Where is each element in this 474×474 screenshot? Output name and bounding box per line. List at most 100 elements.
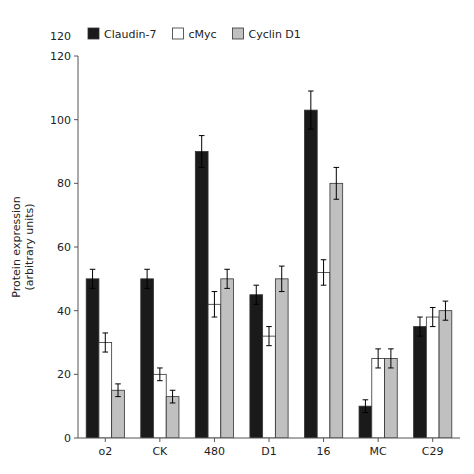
- error-cap: [334, 199, 340, 200]
- bar: [304, 110, 317, 438]
- y-axis-label: Protein expression(arbitrary units): [10, 196, 36, 297]
- error-cap: [253, 304, 259, 305]
- bar: [414, 327, 427, 438]
- error-bar: [417, 317, 423, 336]
- error-cap: [224, 269, 230, 270]
- error-cap: [170, 390, 176, 391]
- x-tick-label: MC: [370, 445, 387, 458]
- legend-label: Cyclin D1: [249, 28, 301, 41]
- bar: [250, 295, 263, 438]
- bar: [86, 279, 99, 438]
- error-bar: [375, 349, 381, 368]
- error-cap: [430, 326, 436, 327]
- error-cap: [443, 301, 449, 302]
- error-cap: [253, 285, 259, 286]
- error-cap: [144, 269, 150, 270]
- legend-swatch: [88, 28, 99, 39]
- error-line: [118, 384, 119, 397]
- bars: [86, 91, 452, 438]
- x-tick: [378, 438, 379, 442]
- series: [112, 167, 452, 438]
- error-line: [227, 269, 228, 288]
- series: [86, 91, 426, 438]
- error-bar: [253, 285, 259, 304]
- bar: [439, 311, 452, 438]
- error-line: [419, 317, 420, 336]
- bar: [99, 343, 112, 439]
- error-cap: [308, 129, 314, 130]
- legend-label: cMyc: [188, 28, 216, 41]
- error-line: [378, 349, 379, 368]
- error-bar: [157, 368, 163, 381]
- error-line: [172, 390, 173, 403]
- x-tick: [323, 438, 324, 442]
- error-bar: [102, 333, 108, 352]
- error-cap: [90, 288, 96, 289]
- legend-swatch: [233, 28, 244, 39]
- error-cap: [144, 288, 150, 289]
- y-axis-label-line: Protein expression: [10, 196, 23, 297]
- x-tick: [105, 438, 106, 442]
- annotation: 120: [50, 30, 71, 43]
- error-cap: [388, 367, 394, 368]
- x-tick-label: 480: [204, 445, 225, 458]
- error-cap: [375, 367, 381, 368]
- error-cap: [279, 266, 285, 267]
- bar: [330, 183, 343, 438]
- x-tick-label: CK: [152, 445, 168, 458]
- error-line: [201, 136, 202, 168]
- y-tick-label: 0: [64, 432, 71, 445]
- error-bar: [115, 384, 121, 397]
- error-line: [365, 400, 366, 413]
- error-cap: [308, 91, 314, 92]
- error-bar: [144, 269, 150, 288]
- y-tick: [74, 438, 78, 439]
- bar: [372, 358, 385, 438]
- error-line: [105, 333, 106, 352]
- y-tick-label: 40: [57, 305, 71, 318]
- y-tick-label: 80: [57, 177, 71, 190]
- error-cap: [102, 332, 108, 333]
- error-cap: [90, 269, 96, 270]
- error-cap: [334, 167, 340, 168]
- legend-swatch: [172, 28, 183, 39]
- bar: [263, 336, 276, 438]
- error-bar: [430, 307, 436, 326]
- error-cap: [321, 285, 327, 286]
- error-line: [214, 292, 215, 317]
- error-bar: [388, 349, 394, 368]
- bar: [317, 272, 330, 438]
- error-cap: [321, 259, 327, 260]
- y-tick: [74, 310, 78, 311]
- error-line: [92, 269, 93, 288]
- error-cap: [199, 167, 205, 168]
- error-bar: [321, 260, 327, 285]
- page: {"chart_data": {"type": "bar", "categori…: [0, 0, 474, 474]
- x-tick: [159, 438, 160, 442]
- x-tick-label: C29: [422, 445, 444, 458]
- y-axis-label-line: (arbitrary units): [23, 203, 36, 290]
- bar: [195, 152, 208, 439]
- error-cap: [266, 345, 272, 346]
- error-cap: [417, 336, 423, 337]
- error-line: [147, 269, 148, 288]
- error-cap: [115, 383, 121, 384]
- error-cap: [430, 307, 436, 308]
- y-tick: [74, 119, 78, 120]
- error-cap: [115, 396, 121, 397]
- error-cap: [157, 380, 163, 381]
- error-cap: [266, 326, 272, 327]
- error-bar: [224, 269, 230, 288]
- bar: [426, 317, 439, 438]
- error-cap: [212, 291, 218, 292]
- error-bar: [334, 167, 340, 199]
- error-line: [445, 301, 446, 320]
- error-line: [269, 327, 270, 346]
- y-tick-label: 100: [50, 114, 71, 127]
- x-tick-label: o2: [98, 445, 112, 458]
- x-tick: [432, 438, 433, 442]
- axes: 020406080100120o2CK480D116MCC29: [50, 50, 460, 458]
- y-tick-label: 20: [57, 368, 71, 381]
- error-bar: [212, 292, 218, 317]
- error-bar: [90, 269, 96, 288]
